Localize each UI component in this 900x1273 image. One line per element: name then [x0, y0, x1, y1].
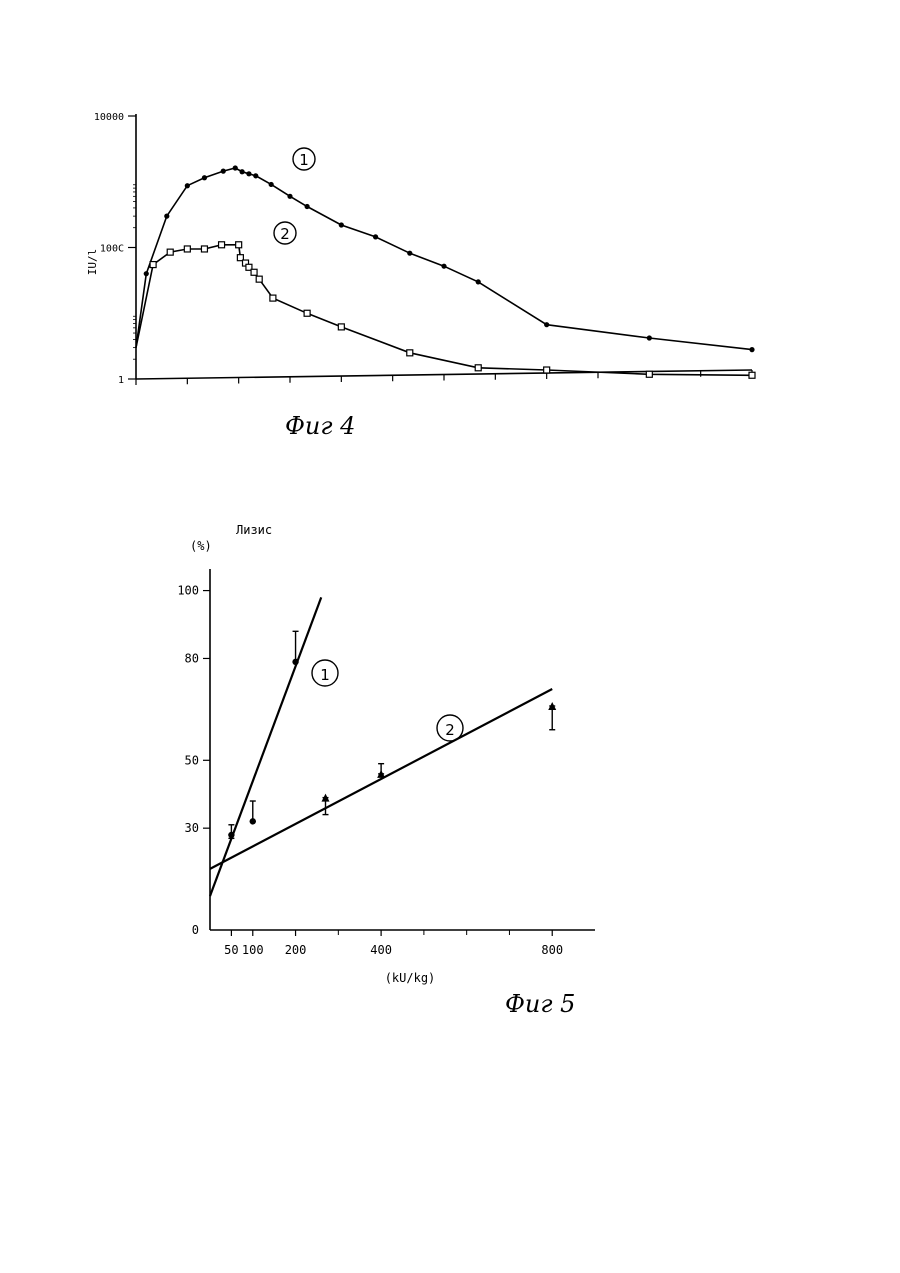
fig4-series-1-point — [441, 264, 446, 269]
fig5-xlabel: (kU/kg) — [385, 971, 436, 985]
fig5-y-tick-label: 50 — [185, 753, 199, 767]
fig5-y-tick-label: 0 — [192, 923, 199, 937]
fig4-series-2-point — [201, 246, 207, 252]
fig5-series2-label: 2 — [437, 715, 463, 741]
fig4-series2-label: 2 — [274, 222, 296, 244]
fig4-series-1-line — [136, 168, 752, 350]
fig4-y-tick-label: 100C — [100, 244, 124, 255]
fig5-x-tick-label: 200 — [285, 943, 307, 957]
fig4-y-tick-label: 1 — [118, 375, 124, 386]
fig5-axes — [210, 569, 595, 930]
fig5-caption: Фиг 5 — [505, 990, 575, 1018]
fig4-series-1-point — [185, 183, 190, 188]
fig4-series-1-point — [647, 335, 652, 340]
fig4-series-2-point — [749, 372, 755, 378]
fig5-series-1-fit — [210, 597, 321, 896]
fig4-series-1-point — [202, 175, 207, 180]
fig5-ylabel: (%) — [190, 539, 212, 553]
fig4-series-2-point — [304, 310, 310, 316]
fig4-series-1-point — [407, 251, 412, 256]
fig4-series-1-point — [749, 347, 754, 352]
fig5-series-2-fit — [210, 689, 552, 869]
fig4-series-1-point — [339, 222, 344, 227]
fig5-series1-label: 1 — [312, 660, 338, 686]
fig4-series-1-point — [373, 234, 378, 239]
fig5-y-tick-label: 30 — [185, 821, 199, 835]
fig4-series-1-point — [253, 173, 258, 178]
fig5-series2-label-text: 2 — [445, 721, 455, 739]
fig4-series-1-point — [221, 169, 226, 174]
fig4-series-1-point — [239, 169, 244, 174]
fig4-series2-label-text: 2 — [280, 225, 290, 243]
fig5-x-tick-label: 50 — [224, 943, 238, 957]
fig4-series — [136, 165, 755, 378]
fig4-series-2-point — [270, 295, 276, 301]
fig4-series-2-point — [167, 249, 173, 255]
fig5-ticks: 0 30 50 80 100 50 100 200 400 800 — [177, 584, 563, 957]
fig4-y-tick-label: 10000 — [94, 112, 124, 123]
fig4-ylabel: IU/l — [86, 249, 99, 276]
fig4-series-1-point — [305, 204, 310, 209]
fig5-x-tick-label: 100 — [242, 943, 264, 957]
fig5-series-1-point — [292, 659, 298, 665]
fig4-series-1-point — [246, 171, 251, 176]
fig4-series-1-point — [233, 165, 238, 170]
fig4-series-2-point — [236, 242, 242, 248]
fig5-chart: Лизис (%) 0 30 50 80 100 50 100 200 400 800 (kU/k… — [177, 523, 595, 1018]
fig4-series-2-point — [251, 269, 257, 275]
fig4-series-2-point — [544, 367, 550, 373]
fig4-series-2-point — [338, 324, 344, 330]
fig4-series-2-point — [219, 242, 225, 248]
fig5-y-tick-label: 100 — [177, 584, 199, 598]
fig4-series1-label-text: 1 — [299, 151, 309, 169]
fig5-series1-label-text: 1 — [320, 666, 330, 684]
fig5-series-1-point — [228, 832, 234, 838]
fig4-series-1-point — [544, 322, 549, 327]
fig4-series-2-point — [407, 350, 413, 356]
fig4-series-1-point — [269, 182, 274, 187]
fig5-series — [210, 597, 556, 896]
fig5-x-tick-label: 800 — [541, 943, 563, 957]
fig4-series-1-point — [164, 214, 169, 219]
fig4-series-2-point — [475, 365, 481, 371]
fig4-series-2-point — [646, 371, 652, 377]
fig4-series1-label: 1 — [293, 148, 315, 170]
fig4-series-2-point — [256, 276, 262, 282]
fig5-x-tick-label: 400 — [370, 943, 392, 957]
fig4-series-1-point — [144, 271, 149, 276]
fig4-series-1-point — [476, 279, 481, 284]
fig4-chart: 1 100C 10000 IU/l 1 2 Фиг 4 — [86, 112, 755, 440]
fig4-series-2-point — [184, 246, 190, 252]
fig5-series-1-point — [250, 818, 256, 824]
fig4-series-2-point — [150, 262, 156, 268]
fig5-title: Лизис — [236, 523, 272, 537]
fig4-series-1-point — [287, 194, 292, 199]
fig4-caption: Фиг 4 — [285, 412, 355, 440]
fig5-y-tick-label: 80 — [185, 651, 199, 665]
